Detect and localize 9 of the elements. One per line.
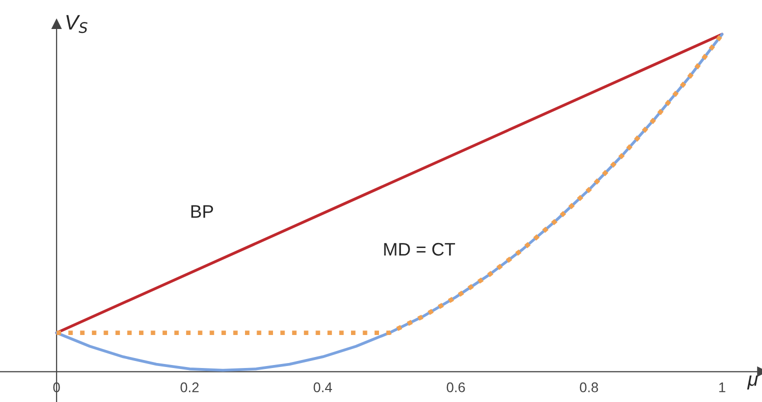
annotation: MD = CT — [384, 242, 456, 256]
annotation: BP — [191, 205, 214, 218]
x-tick-label: 0.6 — [446, 382, 465, 392]
x-tick-label: 0.2 — [180, 382, 199, 392]
x-tick-label: 0.4 — [314, 382, 332, 392]
x-tick-label: 1 — [719, 382, 726, 392]
x-axis-title: μ — [747, 375, 758, 390]
x-tick-label: 0.8 — [580, 382, 598, 392]
y-axis-title: V$_{S}$ — [66, 15, 88, 34]
